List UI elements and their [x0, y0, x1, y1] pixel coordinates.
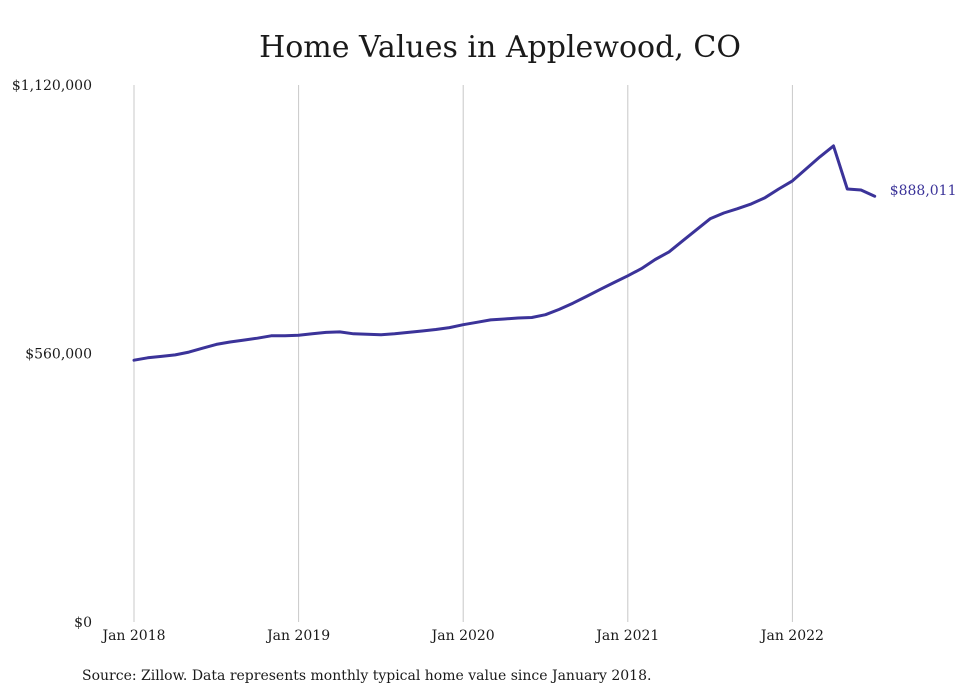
- series-line-0: [132, 144, 877, 362]
- y-tick-label-2: $1,120,000: [12, 78, 92, 94]
- y-tick-label-0: $0: [74, 615, 92, 631]
- x-axis-tick-labels: Jan 2018 Jan 2019 Jan 2020 Jan 2021 Jan 2022: [100, 628, 823, 644]
- y-tick-label-1: $560,000: [25, 347, 92, 363]
- x-tick-label-0: Jan 2018: [100, 628, 165, 644]
- series-group: [132, 144, 877, 362]
- y-axis-tick-labels: $0 $560,000 $1,120,000: [12, 78, 92, 631]
- source-note: Source: Zillow. Data represents monthly …: [82, 668, 652, 684]
- gridlines: [133, 85, 793, 622]
- end-value-label-group: $888,011: [890, 183, 957, 199]
- x-tick-label-2: Jan 2020: [430, 628, 495, 644]
- end-value-label: $888,011: [890, 183, 957, 199]
- x-tick-label-1: Jan 2019: [265, 628, 330, 644]
- chart-title: Home Values in Applewood, CO: [259, 30, 741, 65]
- x-tick-label-4: Jan 2022: [759, 628, 824, 644]
- x-tick-label-3: Jan 2021: [594, 628, 659, 644]
